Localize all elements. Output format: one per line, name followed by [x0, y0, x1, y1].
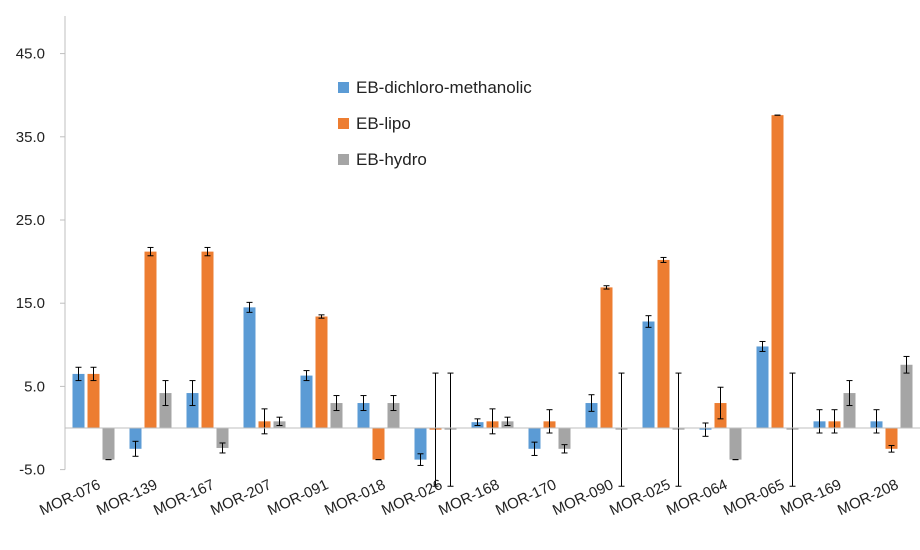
bar: [159, 393, 172, 428]
bar: [201, 251, 214, 428]
y-tick-label: 25.0: [16, 212, 45, 229]
x-tick-label: MOR-170: [493, 476, 559, 519]
bar: [87, 373, 100, 428]
bar: [102, 428, 115, 460]
bar: [729, 428, 742, 460]
bar: [585, 403, 598, 428]
legend-swatch: [338, 154, 349, 165]
bar: [243, 307, 256, 428]
legend: EB-dichloro-methanolic EB-lipo EB-hydro: [338, 78, 532, 169]
legend-entry: EB-dichloro-methanolic: [356, 78, 532, 97]
y-tick-label: -5.0: [19, 462, 45, 479]
bar: [330, 403, 343, 428]
bar: [558, 428, 571, 449]
bar: [387, 403, 400, 428]
bar: [771, 115, 784, 428]
legend-swatch: [338, 118, 349, 129]
x-tick-label: MOR-026: [379, 476, 445, 519]
bar: [600, 287, 613, 428]
bar: [72, 373, 85, 428]
x-tick-label: MOR-208: [835, 476, 901, 519]
bar: [885, 428, 898, 449]
legend-entry: EB-hydro: [356, 150, 427, 169]
bar: [414, 428, 427, 460]
x-tick-label: MOR-018: [322, 476, 388, 519]
bar: [528, 428, 541, 449]
x-tick-label: MOR-064: [664, 476, 730, 519]
bar: [300, 375, 313, 428]
bar: [843, 393, 856, 428]
x-tick-label: MOR-091: [265, 476, 331, 519]
y-tick-label: 45.0: [16, 46, 45, 63]
x-tick-label: MOR-207: [208, 476, 274, 519]
x-tick-label: MOR-076: [37, 476, 103, 519]
x-tick-label: MOR-025: [607, 476, 673, 519]
x-axis: MOR-076MOR-139MOR-167MOR-207MOR-091MOR-0…: [37, 427, 920, 519]
x-tick-label: MOR-139: [94, 476, 160, 519]
legend-swatch: [338, 82, 349, 93]
y-tick-label: 35.0: [16, 129, 45, 146]
y-tick-label: 15.0: [16, 295, 45, 312]
bar: [186, 393, 199, 428]
bar: [372, 428, 385, 460]
x-tick-label: MOR-167: [151, 476, 217, 519]
bar: [756, 346, 769, 428]
y-tick-label: 5.0: [24, 378, 45, 395]
bar: [357, 403, 370, 428]
bar: [144, 251, 157, 428]
bar: [129, 428, 142, 449]
bar: [657, 259, 670, 428]
y-axis: -5.0 5.0 15.0 25.0 35.0 45.0: [16, 16, 66, 479]
bar: [642, 321, 655, 428]
x-tick-label: MOR-169: [778, 476, 844, 519]
legend-entry: EB-lipo: [356, 114, 411, 133]
bars-group: [72, 114, 913, 487]
x-tick-label: MOR-065: [721, 476, 787, 519]
bar: [900, 364, 913, 428]
x-tick-label: MOR-168: [436, 476, 502, 519]
x-tick-label: MOR-090: [550, 476, 616, 519]
bar: [315, 316, 328, 428]
